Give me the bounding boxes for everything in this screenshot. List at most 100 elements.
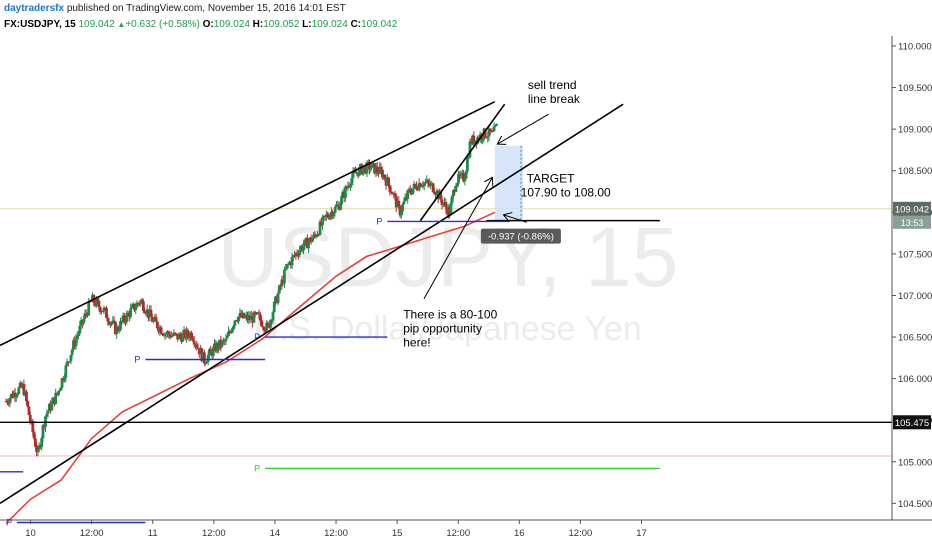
- candle[interactable]: [135, 300, 139, 308]
- candle[interactable]: [389, 187, 393, 194]
- candle[interactable]: [233, 320, 237, 330]
- candle[interactable]: [335, 201, 338, 208]
- candle[interactable]: [487, 124, 491, 142]
- candle[interactable]: [46, 410, 50, 418]
- candle[interactable]: [75, 331, 79, 344]
- candle[interactable]: [333, 204, 337, 214]
- candle[interactable]: [340, 193, 343, 210]
- candle[interactable]: [492, 122, 496, 132]
- candle[interactable]: [368, 159, 371, 175]
- candle[interactable]: [37, 442, 41, 453]
- candle[interactable]: [8, 396, 12, 408]
- candle[interactable]: [40, 436, 44, 451]
- candle[interactable]: [163, 332, 167, 341]
- candle[interactable]: [149, 305, 153, 317]
- candle[interactable]: [64, 363, 68, 383]
- candle[interactable]: [17, 386, 21, 395]
- candle[interactable]: [32, 429, 36, 440]
- candle[interactable]: [69, 354, 73, 365]
- candle[interactable]: [35, 442, 39, 457]
- candle[interactable]: [303, 239, 307, 251]
- candle[interactable]: [457, 170, 460, 187]
- candle[interactable]: [271, 310, 275, 324]
- candle[interactable]: [119, 317, 122, 332]
- candle[interactable]: [224, 334, 228, 346]
- candle[interactable]: [56, 391, 60, 397]
- candle[interactable]: [115, 324, 119, 339]
- candle[interactable]: [495, 123, 499, 126]
- steep-trend-line[interactable]: [419, 103, 506, 222]
- candle[interactable]: [237, 316, 241, 325]
- candle[interactable]: [285, 263, 289, 271]
- candle[interactable]: [13, 387, 17, 403]
- candle[interactable]: [143, 307, 147, 314]
- candle[interactable]: [141, 298, 145, 314]
- candle[interactable]: [321, 214, 324, 231]
- candle[interactable]: [98, 306, 102, 315]
- candle[interactable]: [379, 163, 383, 171]
- candle[interactable]: [351, 167, 355, 183]
- candle[interactable]: [412, 180, 416, 193]
- candle[interactable]: [295, 249, 299, 258]
- candle[interactable]: [27, 406, 31, 416]
- candle[interactable]: [459, 170, 463, 180]
- candle[interactable]: [107, 318, 111, 326]
- candle[interactable]: [41, 423, 45, 443]
- candle[interactable]: [380, 166, 384, 180]
- price-chart[interactable]: USDJPY, 15 U.S. Dollar/Japanese Yen PPPP…: [0, 36, 932, 550]
- candle[interactable]: [195, 340, 199, 351]
- candle[interactable]: [481, 139, 485, 145]
- candle[interactable]: [230, 327, 234, 334]
- candle[interactable]: [328, 213, 332, 221]
- candle[interactable]: [283, 266, 286, 289]
- candle[interactable]: [440, 195, 444, 210]
- candle[interactable]: [388, 184, 392, 196]
- candle[interactable]: [464, 169, 468, 180]
- candle[interactable]: [401, 203, 404, 216]
- candle[interactable]: [262, 326, 266, 334]
- candle[interactable]: [102, 305, 106, 315]
- candle[interactable]: [105, 306, 108, 319]
- candle[interactable]: [33, 434, 37, 448]
- candle[interactable]: [196, 343, 200, 349]
- symbol-label[interactable]: FX:USDJPY, 15: [4, 19, 76, 30]
- candle[interactable]: [159, 325, 163, 335]
- candle[interactable]: [431, 182, 435, 193]
- candle[interactable]: [332, 211, 336, 219]
- candle[interactable]: [406, 189, 410, 204]
- candle[interactable]: [45, 409, 49, 420]
- annotation-arrow[interactable]: [423, 177, 492, 300]
- candle[interactable]: [125, 310, 129, 325]
- candle[interactable]: [312, 231, 316, 240]
- candle[interactable]: [307, 240, 310, 253]
- lower-channel-line[interactable]: [0, 103, 624, 505]
- price-axis[interactable]: 110.000109.500109.000108.500108.000107.5…: [891, 36, 932, 520]
- candle[interactable]: [455, 182, 459, 188]
- candle[interactable]: [265, 320, 269, 334]
- candle[interactable]: [272, 300, 276, 313]
- candle[interactable]: [411, 188, 415, 195]
- candle[interactable]: [83, 309, 87, 322]
- annotation-arrow[interactable]: [497, 113, 549, 144]
- candle[interactable]: [441, 203, 445, 208]
- candle[interactable]: [432, 187, 436, 195]
- candle[interactable]: [209, 345, 213, 352]
- annotation-arrow[interactable]: [503, 215, 527, 223]
- time-axis[interactable]: 10 12:00 11 12:00 14 12:00 15 12:00 16 12:00 17: [0, 519, 932, 539]
- candle[interactable]: [192, 335, 196, 348]
- candle[interactable]: [466, 153, 469, 174]
- candle[interactable]: [140, 297, 144, 302]
- upper-channel-line[interactable]: [0, 100, 496, 347]
- candle[interactable]: [5, 398, 9, 406]
- candle[interactable]: [361, 168, 365, 177]
- publisher-link[interactable]: daytradersfx: [4, 3, 65, 14]
- candle[interactable]: [260, 316, 263, 328]
- candle[interactable]: [26, 400, 30, 408]
- candle[interactable]: [313, 231, 317, 238]
- candle[interactable]: [415, 181, 418, 191]
- candle[interactable]: [450, 194, 454, 206]
